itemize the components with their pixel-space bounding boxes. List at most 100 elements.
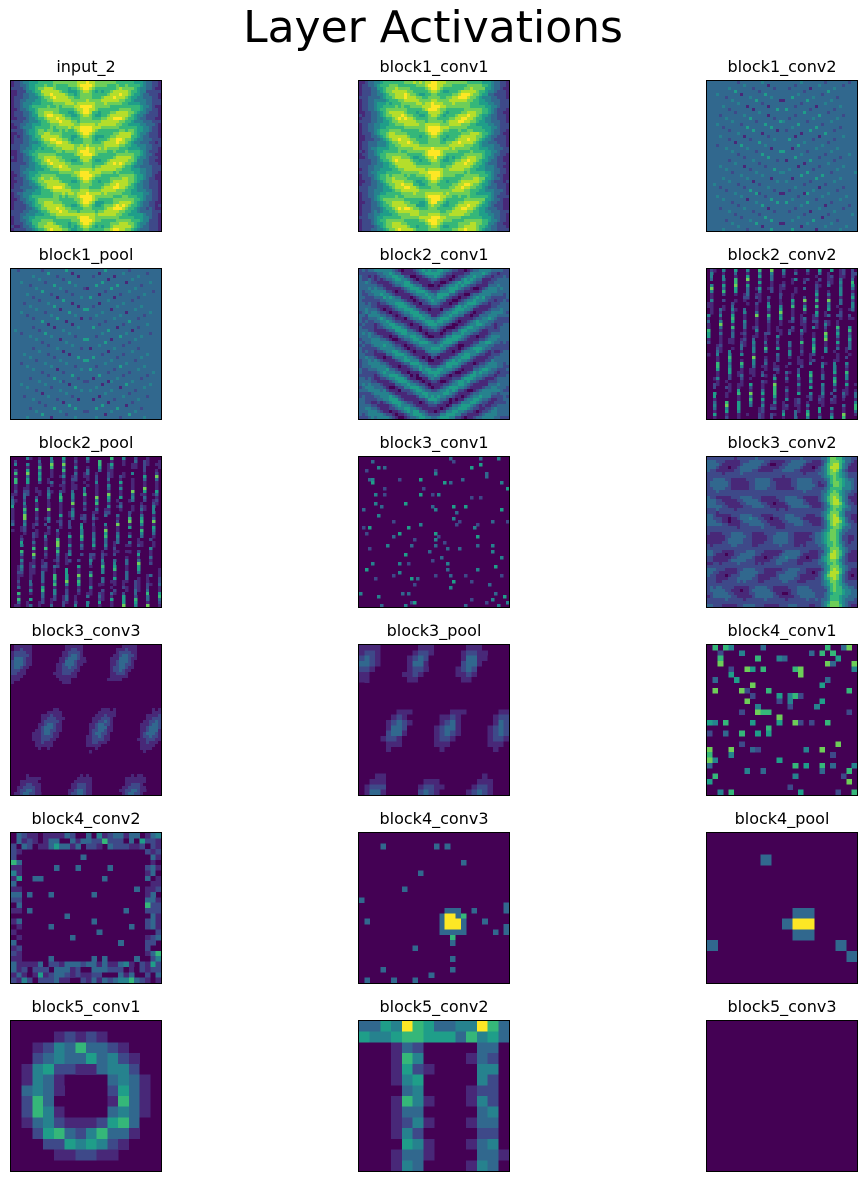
heatmap-cell bbox=[101, 195, 105, 199]
heatmap-cell bbox=[392, 216, 396, 220]
heatmap-cell bbox=[491, 153, 495, 157]
heatmap-cell bbox=[413, 210, 417, 214]
heatmap-cell bbox=[386, 132, 390, 136]
heatmap-cell bbox=[365, 198, 369, 202]
heatmap-cell bbox=[86, 165, 90, 169]
heatmap-cell bbox=[17, 210, 21, 214]
heatmap-cell bbox=[95, 177, 99, 181]
heatmap-cell bbox=[152, 195, 156, 199]
heatmap-cell bbox=[11, 135, 15, 139]
heatmap-cell bbox=[455, 195, 459, 199]
heatmap-cell bbox=[125, 180, 129, 184]
heatmap-cell bbox=[152, 114, 156, 118]
heatmap-cell bbox=[134, 213, 138, 217]
heatmap-cell bbox=[77, 180, 81, 184]
heatmap-cell bbox=[140, 105, 144, 109]
heatmap-cell bbox=[158, 198, 161, 202]
heatmap-cell bbox=[101, 216, 105, 220]
heatmap-cell bbox=[41, 162, 45, 166]
heatmap-cell bbox=[140, 138, 144, 142]
heatmap-cell bbox=[470, 120, 474, 124]
heatmap-cell bbox=[95, 84, 99, 88]
heatmap-cell bbox=[158, 111, 161, 115]
heatmap-cell bbox=[56, 141, 60, 145]
heatmap-cell bbox=[68, 147, 72, 151]
heatmap-cell bbox=[470, 204, 474, 208]
heatmap-cell bbox=[464, 177, 468, 181]
heatmap-cell bbox=[146, 144, 150, 148]
heatmap-cell bbox=[386, 168, 390, 172]
heatmap-cell bbox=[362, 216, 366, 220]
heatmap-cell bbox=[431, 141, 435, 145]
heatmap-cell bbox=[59, 228, 63, 231]
heatmap-cell bbox=[383, 189, 387, 193]
heatmap-cell bbox=[134, 135, 138, 139]
heatmap-cell bbox=[431, 210, 435, 214]
heatmap-cell bbox=[146, 105, 150, 109]
heatmap-cell bbox=[425, 90, 429, 94]
heatmap-cell bbox=[68, 177, 72, 181]
heatmap-cell bbox=[410, 189, 414, 193]
heatmap-cell bbox=[26, 108, 30, 112]
heatmap-cell bbox=[443, 189, 447, 193]
heatmap-cell bbox=[407, 117, 411, 121]
heatmap-cell bbox=[89, 141, 93, 145]
heatmap-cell bbox=[23, 135, 27, 139]
heatmap-cell bbox=[38, 117, 42, 121]
heatmap-cell bbox=[35, 117, 39, 121]
heatmap-cell bbox=[101, 219, 105, 223]
heatmap-cell bbox=[77, 216, 81, 220]
heatmap-cell bbox=[476, 192, 480, 196]
heatmap-cell bbox=[41, 96, 45, 100]
heatmap-cell bbox=[437, 90, 441, 94]
heatmap-cell bbox=[449, 105, 453, 109]
heatmap-cell bbox=[146, 93, 150, 97]
heatmap-cell bbox=[428, 147, 432, 151]
heatmap-cell bbox=[383, 168, 387, 172]
heatmap-cell bbox=[428, 186, 432, 190]
heatmap-cell bbox=[455, 228, 459, 231]
heatmap-cell bbox=[158, 129, 161, 133]
heatmap-cell bbox=[125, 174, 129, 178]
heatmap-cell bbox=[377, 96, 381, 100]
heatmap-cell bbox=[374, 132, 378, 136]
heatmap-cell bbox=[122, 87, 126, 91]
heatmap-cell bbox=[452, 153, 456, 157]
heatmap-cell bbox=[395, 222, 399, 226]
heatmap-cell bbox=[464, 144, 468, 148]
heatmap-cell bbox=[476, 225, 480, 229]
heatmap-cell bbox=[101, 147, 105, 151]
heatmap-cell bbox=[449, 81, 453, 85]
heatmap-cell bbox=[461, 120, 465, 124]
heatmap-cell bbox=[92, 204, 96, 208]
heatmap-cell bbox=[461, 96, 465, 100]
heatmap-cell bbox=[455, 120, 459, 124]
heatmap-cell bbox=[155, 165, 159, 169]
heatmap-cell bbox=[68, 219, 72, 223]
heatmap-cell bbox=[422, 117, 426, 121]
heatmap-cell bbox=[446, 165, 450, 169]
heatmap-cell bbox=[149, 87, 153, 91]
heatmap-cell bbox=[35, 177, 39, 181]
heatmap-cell bbox=[101, 132, 105, 136]
heatmap-cell bbox=[122, 228, 126, 231]
heatmap-cell bbox=[425, 228, 429, 231]
heatmap-cell bbox=[137, 186, 141, 190]
heatmap-cell bbox=[44, 213, 48, 217]
heatmap-cell bbox=[50, 81, 54, 85]
heatmap-cell bbox=[380, 96, 384, 100]
heatmap-cell bbox=[437, 108, 441, 112]
heatmap-cell bbox=[110, 156, 114, 160]
heatmap-cell bbox=[74, 168, 78, 172]
heatmap-cell bbox=[26, 201, 30, 205]
heatmap-cell bbox=[44, 102, 48, 106]
heatmap-cell bbox=[467, 195, 471, 199]
heatmap-cell bbox=[38, 153, 42, 157]
heatmap-cell bbox=[464, 219, 468, 223]
heatmap-cell bbox=[434, 138, 438, 142]
heatmap-cell bbox=[23, 90, 27, 94]
heatmap-cell bbox=[488, 159, 492, 163]
heatmap-cell bbox=[419, 207, 423, 211]
heatmap-cell bbox=[53, 159, 57, 163]
heatmap-cell bbox=[434, 117, 438, 121]
